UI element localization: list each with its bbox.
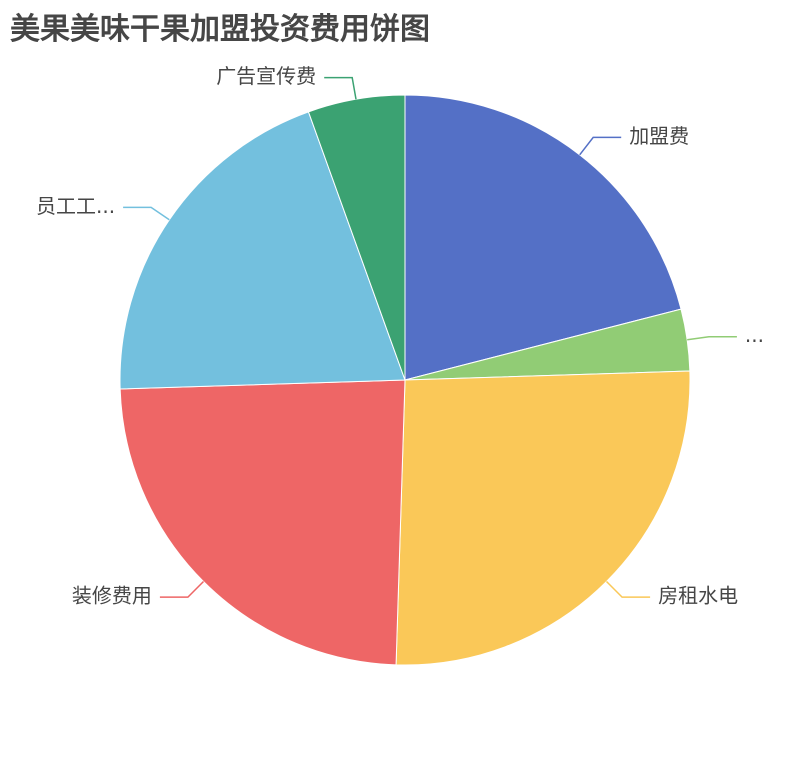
- slice-6-leader-line: [324, 76, 357, 100]
- slice-2-label: ...: [745, 323, 764, 347]
- slice-3-wedge[interactable]: [395, 370, 691, 666]
- slice-4-label: 装修费用: [72, 584, 152, 608]
- slice-5-leader-line: [123, 206, 170, 221]
- slice-1-wedge[interactable]: [404, 94, 682, 381]
- slice-labels: 加盟费... 房租水电 装修费用 员工工... 广告宣传费: [36, 64, 764, 608]
- slice-4-wedge[interactable]: [119, 379, 406, 666]
- slice-4-leader-line: [159, 580, 205, 598]
- slice-3-leader-line: [605, 580, 651, 598]
- chart-title: 美果美味干果加盟投资费用饼图: [10, 12, 430, 47]
- slice-3-label: 房租水电: [658, 584, 738, 608]
- slice-6-label: 广告宣传费: [216, 64, 316, 88]
- leader-lines: [123, 76, 737, 598]
- slice-5-label: 员工工...: [36, 194, 115, 218]
- slice-1-label: 加盟费: [629, 124, 689, 148]
- slice-6-wedge[interactable]: [307, 94, 406, 381]
- slice-2-leader-line: [687, 335, 737, 341]
- slice-1-leader-line: [579, 136, 622, 156]
- pie-slices: [119, 94, 691, 666]
